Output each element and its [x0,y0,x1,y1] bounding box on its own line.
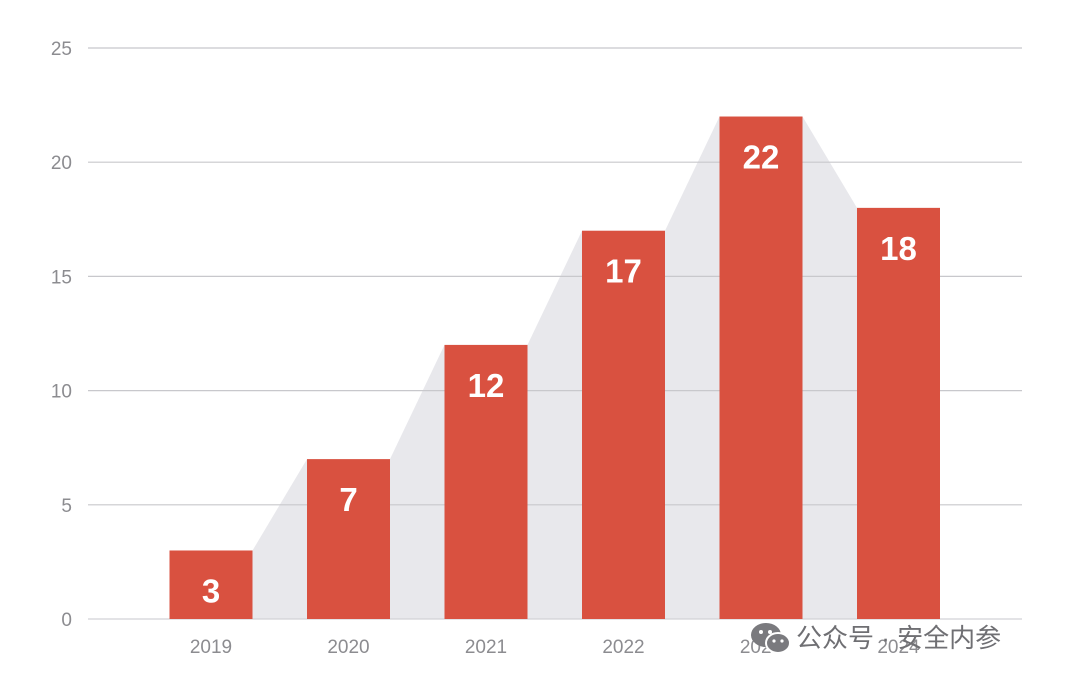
bar-2021 [444,344,528,619]
y-tick-label: 15 [51,267,72,288]
wechat-logo-icon [751,623,791,654]
y-axis-ticks: 0 5 10 15 20 25 [51,39,72,631]
bar-2019 [169,550,253,619]
x-tick-label: 2024 [877,637,920,658]
trend-area-layer [169,116,940,620]
x-tick-label: 2021 [465,637,507,658]
watermark-text: 公众号 · 安全内参 [796,623,1001,653]
bar-2023 [719,116,803,620]
y-tick-label: 0 [61,610,72,631]
bar-2022 [582,230,665,619]
bar-2024 [857,207,940,619]
bar-2020 [307,459,390,619]
watermark: 公众号 · 安全内参 [751,623,1001,654]
bar-value-label: 7 [339,481,357,518]
bar-value-label: 3 [202,572,220,609]
x-tick-label: 2020 [327,637,369,658]
bars: 3 7 12 17 22 18 [169,116,940,620]
bar-value-label: 17 [605,253,642,290]
trend-area [169,116,940,620]
y-tick-label: 20 [51,153,72,174]
x-tick-label: 2022 [602,637,644,658]
y-tick-label: 25 [51,39,72,60]
bar-value-label: 18 [880,230,917,267]
bar-value-label: 12 [468,367,505,404]
x-tick-label: 2019 [190,637,232,658]
bar-value-label: 22 [743,139,780,176]
y-tick-label: 10 [51,382,72,403]
y-tick-label: 5 [61,496,72,517]
